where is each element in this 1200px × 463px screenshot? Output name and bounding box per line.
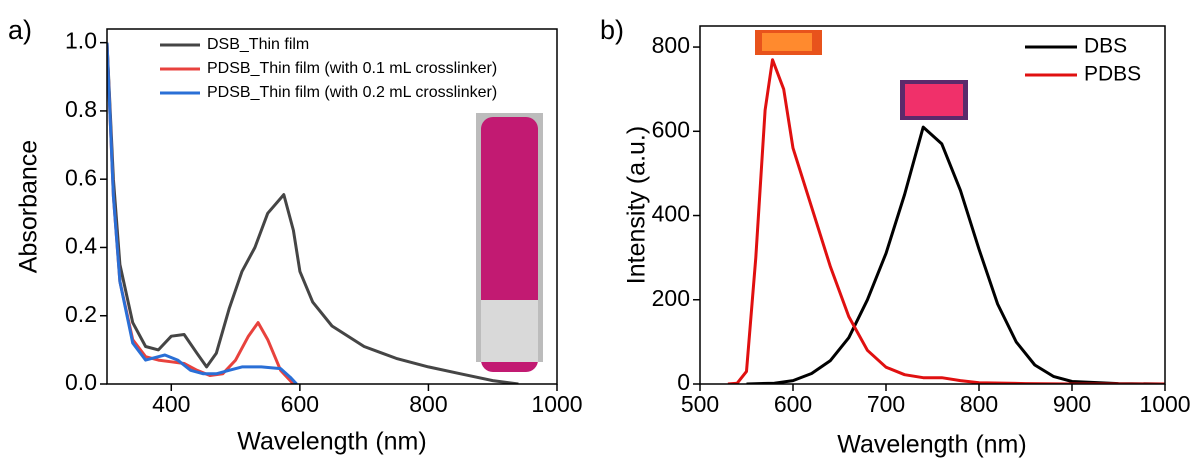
inset-photo-a bbox=[476, 113, 543, 372]
y-tick-label: 400 bbox=[652, 201, 690, 227]
legend-label: DBS bbox=[1084, 35, 1127, 58]
y-tick-label: 0 bbox=[677, 369, 690, 395]
x-tick-label: 1000 bbox=[1139, 391, 1190, 417]
y-tick-label: 0.0 bbox=[65, 369, 97, 395]
x-tick-label: 600 bbox=[281, 391, 319, 417]
y-tick-label: 0.4 bbox=[65, 233, 97, 259]
panel-label: b) bbox=[600, 15, 624, 45]
y-tick-label: 1.0 bbox=[65, 28, 97, 54]
inset-film bbox=[762, 33, 812, 51]
x-tick-label: 700 bbox=[867, 391, 905, 417]
legend-label: PDSB_Thin film (with 0.1 mL crosslinker) bbox=[207, 60, 497, 77]
x-axis-title: Wavelength (nm) bbox=[837, 431, 1026, 459]
x-tick-label: 800 bbox=[960, 391, 998, 417]
y-tick-label: 0.2 bbox=[65, 301, 97, 327]
y-tick-label: 0.6 bbox=[65, 164, 97, 190]
y-tick-label: 600 bbox=[652, 116, 690, 142]
figure: a) 400 600 800 1000 0.0 0.2 0.4 0.6 0.8 1.0 Wavelen… bbox=[0, 0, 1200, 463]
legend-label: DSB_Thin film bbox=[207, 36, 309, 53]
page: {"chart_data": [ {"type": "line", "panel… bbox=[0, 0, 1200, 463]
inset-film bbox=[905, 84, 963, 116]
legend-label: PDSB_Thin film (with 0.2 mL crosslinker) bbox=[207, 84, 497, 101]
data-line bbox=[747, 127, 1166, 384]
panel-label: a) bbox=[8, 15, 32, 45]
x-tick-label: 600 bbox=[774, 391, 812, 417]
y-axis-title: Intensity (a.u.) bbox=[623, 126, 651, 284]
y-tick-label: 800 bbox=[652, 32, 690, 58]
legend-label: PDBS bbox=[1084, 63, 1141, 86]
y-axis-title: Absorbance bbox=[15, 140, 43, 273]
x-tick-label: 800 bbox=[409, 391, 447, 417]
x-tick-label: 400 bbox=[152, 391, 190, 417]
x-axis-title: Wavelength (nm) bbox=[237, 428, 426, 456]
inset-substrate bbox=[481, 300, 538, 362]
x-tick-label: 1000 bbox=[531, 391, 582, 417]
y-tick-label: 0.8 bbox=[65, 96, 97, 122]
x-tick-label: 900 bbox=[1053, 391, 1091, 417]
y-tick-label: 200 bbox=[652, 285, 690, 311]
